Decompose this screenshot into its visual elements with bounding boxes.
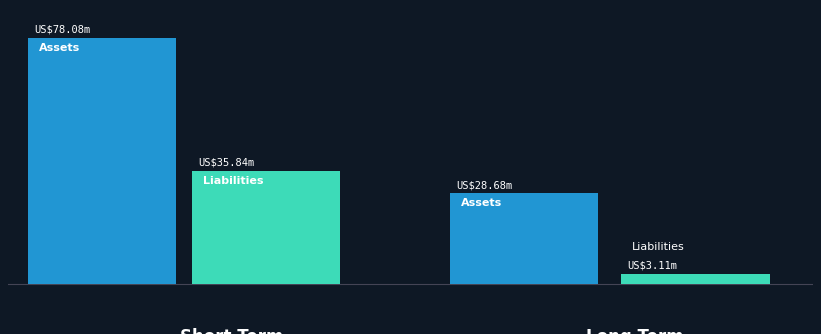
Bar	[450, 193, 598, 284]
Text: Short Term: Short Term	[180, 328, 283, 334]
Text: Assets: Assets	[461, 198, 502, 208]
Text: US$3.11m: US$3.11m	[628, 261, 677, 271]
Text: US$78.08m: US$78.08m	[34, 25, 90, 35]
Text: Assets: Assets	[39, 43, 80, 53]
Text: Long Term: Long Term	[586, 328, 684, 334]
Text: US$35.84m: US$35.84m	[198, 158, 255, 168]
Text: Liabilities: Liabilities	[203, 176, 264, 186]
Text: US$28.68m: US$28.68m	[456, 180, 512, 190]
Text: Liabilities: Liabilities	[632, 242, 685, 252]
Bar	[621, 274, 770, 284]
Bar	[192, 171, 340, 284]
Bar	[28, 38, 177, 284]
